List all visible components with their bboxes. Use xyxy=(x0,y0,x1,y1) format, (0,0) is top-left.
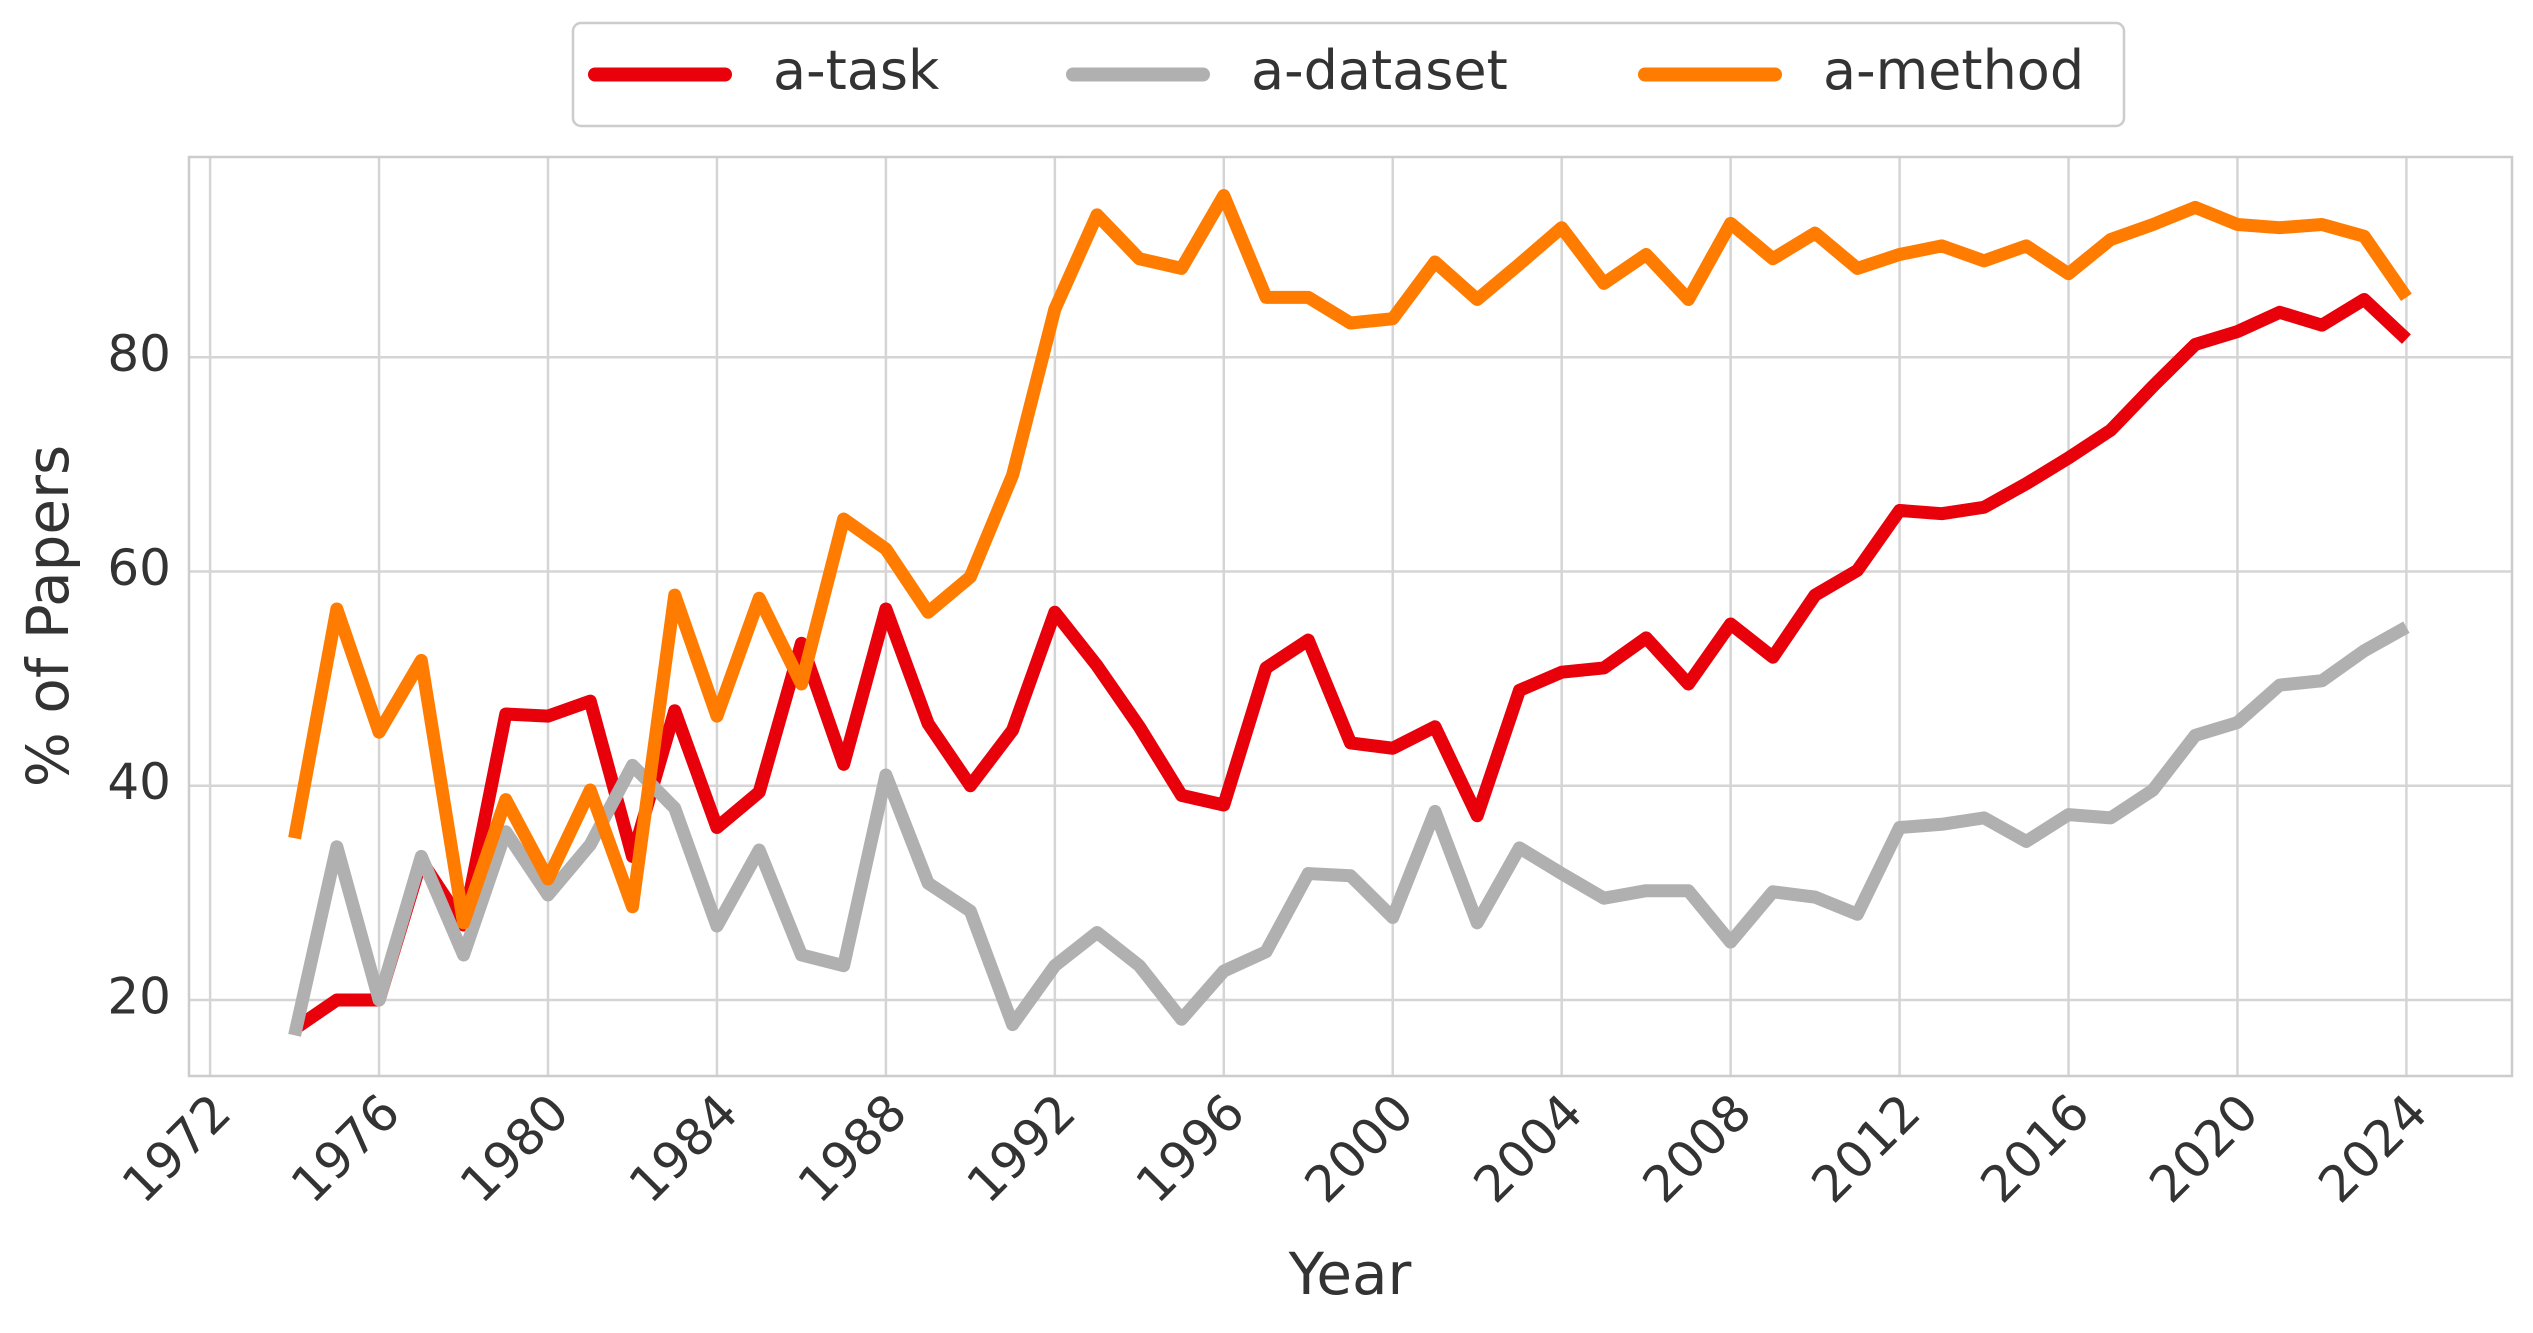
legend: a-task a-dataset a-method xyxy=(571,21,2126,128)
x-tick-label: 1988 xyxy=(787,1083,918,1214)
x-tick-label: 2024 xyxy=(2307,1083,2438,1214)
x-tick-label: 2016 xyxy=(1970,1083,2101,1214)
x-tick-label: 2012 xyxy=(1801,1083,1932,1214)
y-axis-label: % of Papers xyxy=(14,445,82,787)
x-tick-label: 1972 xyxy=(111,1083,242,1214)
legend-label: a-dataset xyxy=(1251,39,1508,102)
x-tick-label: 1976 xyxy=(280,1083,411,1214)
data-line xyxy=(290,292,2411,1035)
legend-label: a-task xyxy=(773,39,940,102)
y-tick-label: 60 xyxy=(107,539,171,597)
plot-frame xyxy=(187,155,2514,1078)
y-tick-label: 40 xyxy=(107,753,171,811)
legend-label: a-method xyxy=(1823,39,2084,102)
x-tick-label: 1996 xyxy=(1125,1083,1256,1214)
x-tick-label: 1984 xyxy=(618,1083,749,1214)
x-tick-label: 2004 xyxy=(1463,1083,1594,1214)
y-tick-label: 80 xyxy=(107,325,171,383)
data-line xyxy=(288,189,2412,930)
x-tick-label: 2008 xyxy=(1632,1083,1763,1214)
x-axis-label: Year xyxy=(1288,1240,1412,1308)
legend-frame xyxy=(571,21,2126,128)
x-tick-label: 2000 xyxy=(1294,1083,1425,1214)
y-tick-label: 20 xyxy=(107,967,171,1025)
x-tick-label: 1992 xyxy=(956,1083,1087,1214)
x-tick-label: 2020 xyxy=(2139,1083,2270,1214)
x-tick-label: 1980 xyxy=(449,1083,580,1214)
